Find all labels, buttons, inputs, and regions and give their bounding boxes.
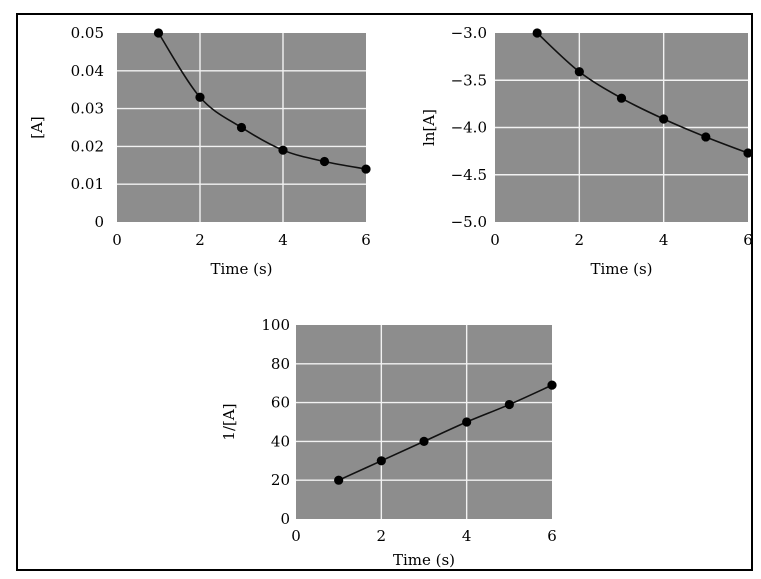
y-tick-label: 0.05 <box>71 24 104 42</box>
y-tick-label: −3.5 <box>451 71 487 89</box>
y-tick-label: 0 <box>280 510 290 528</box>
data-point <box>659 114 669 124</box>
data-point <box>419 436 429 446</box>
data-point <box>236 122 247 133</box>
data-point <box>532 28 542 38</box>
x-axis-label: Time (s) <box>590 260 652 278</box>
y-tick-label: 0.04 <box>71 62 104 80</box>
data-point <box>743 148 753 158</box>
figure-border <box>16 13 753 571</box>
data-point <box>334 475 344 485</box>
x-tick-label: 4 <box>462 527 472 545</box>
x-axis-label: Time (s) <box>210 260 272 278</box>
data-point <box>278 145 288 155</box>
y-axis-label: ln[A] <box>420 109 438 146</box>
data-point <box>547 380 557 390</box>
data-point <box>195 92 205 102</box>
y-tick-label: 0 <box>94 213 104 231</box>
x-tick-label: 4 <box>659 231 669 249</box>
y-tick-label: −4.5 <box>451 166 487 184</box>
data-point <box>462 417 472 427</box>
x-tick-label: 0 <box>490 231 500 249</box>
y-tick-label: 80 <box>271 355 290 373</box>
data-point <box>319 156 330 167</box>
x-tick-label: 0 <box>291 527 301 545</box>
y-tick-label: −4.0 <box>451 119 487 137</box>
y-tick-label: 100 <box>261 316 290 334</box>
data-point <box>504 399 514 410</box>
x-tick-label: 6 <box>361 231 371 249</box>
y-tick-label: 0.01 <box>71 175 104 193</box>
data-point <box>361 164 371 174</box>
x-tick-label: 2 <box>575 231 585 249</box>
y-tick-label: 20 <box>271 471 290 489</box>
y-axis-label: [A] <box>28 116 46 139</box>
data-point <box>616 93 627 103</box>
y-tick-label: −3.0 <box>451 24 487 42</box>
x-tick-label: 4 <box>278 231 288 249</box>
x-tick-label: 6 <box>547 527 557 545</box>
x-axis-label: Time (s) <box>393 551 455 569</box>
x-tick-label: 2 <box>195 231 205 249</box>
x-tick-label: 2 <box>377 527 387 545</box>
data-point <box>574 67 584 77</box>
y-tick-label: 60 <box>271 394 290 412</box>
y-tick-label: 0.02 <box>71 137 104 155</box>
data-point <box>701 132 711 142</box>
y-axis-label: 1/[A] <box>220 403 238 440</box>
y-tick-label: 0.03 <box>71 100 104 118</box>
data-point <box>376 456 386 466</box>
x-tick-label: 6 <box>743 231 753 249</box>
x-tick-label: 0 <box>112 231 122 249</box>
chart-concentration-vs-time: 0 2 4 6 0 0.01 0.02 0.03 0.04 0.05 Time (s) [A] <box>28 24 371 278</box>
y-tick-label: 40 <box>271 432 290 450</box>
y-tick-label: −5.0 <box>451 213 487 231</box>
data-point <box>153 28 164 38</box>
chart-ln-concentration-vs-time: 0 2 4 6 −5.0 −4.5 −4.0 −3.5 −3.0 Time (s) ln[A] <box>420 24 753 278</box>
plot-area <box>296 325 552 519</box>
